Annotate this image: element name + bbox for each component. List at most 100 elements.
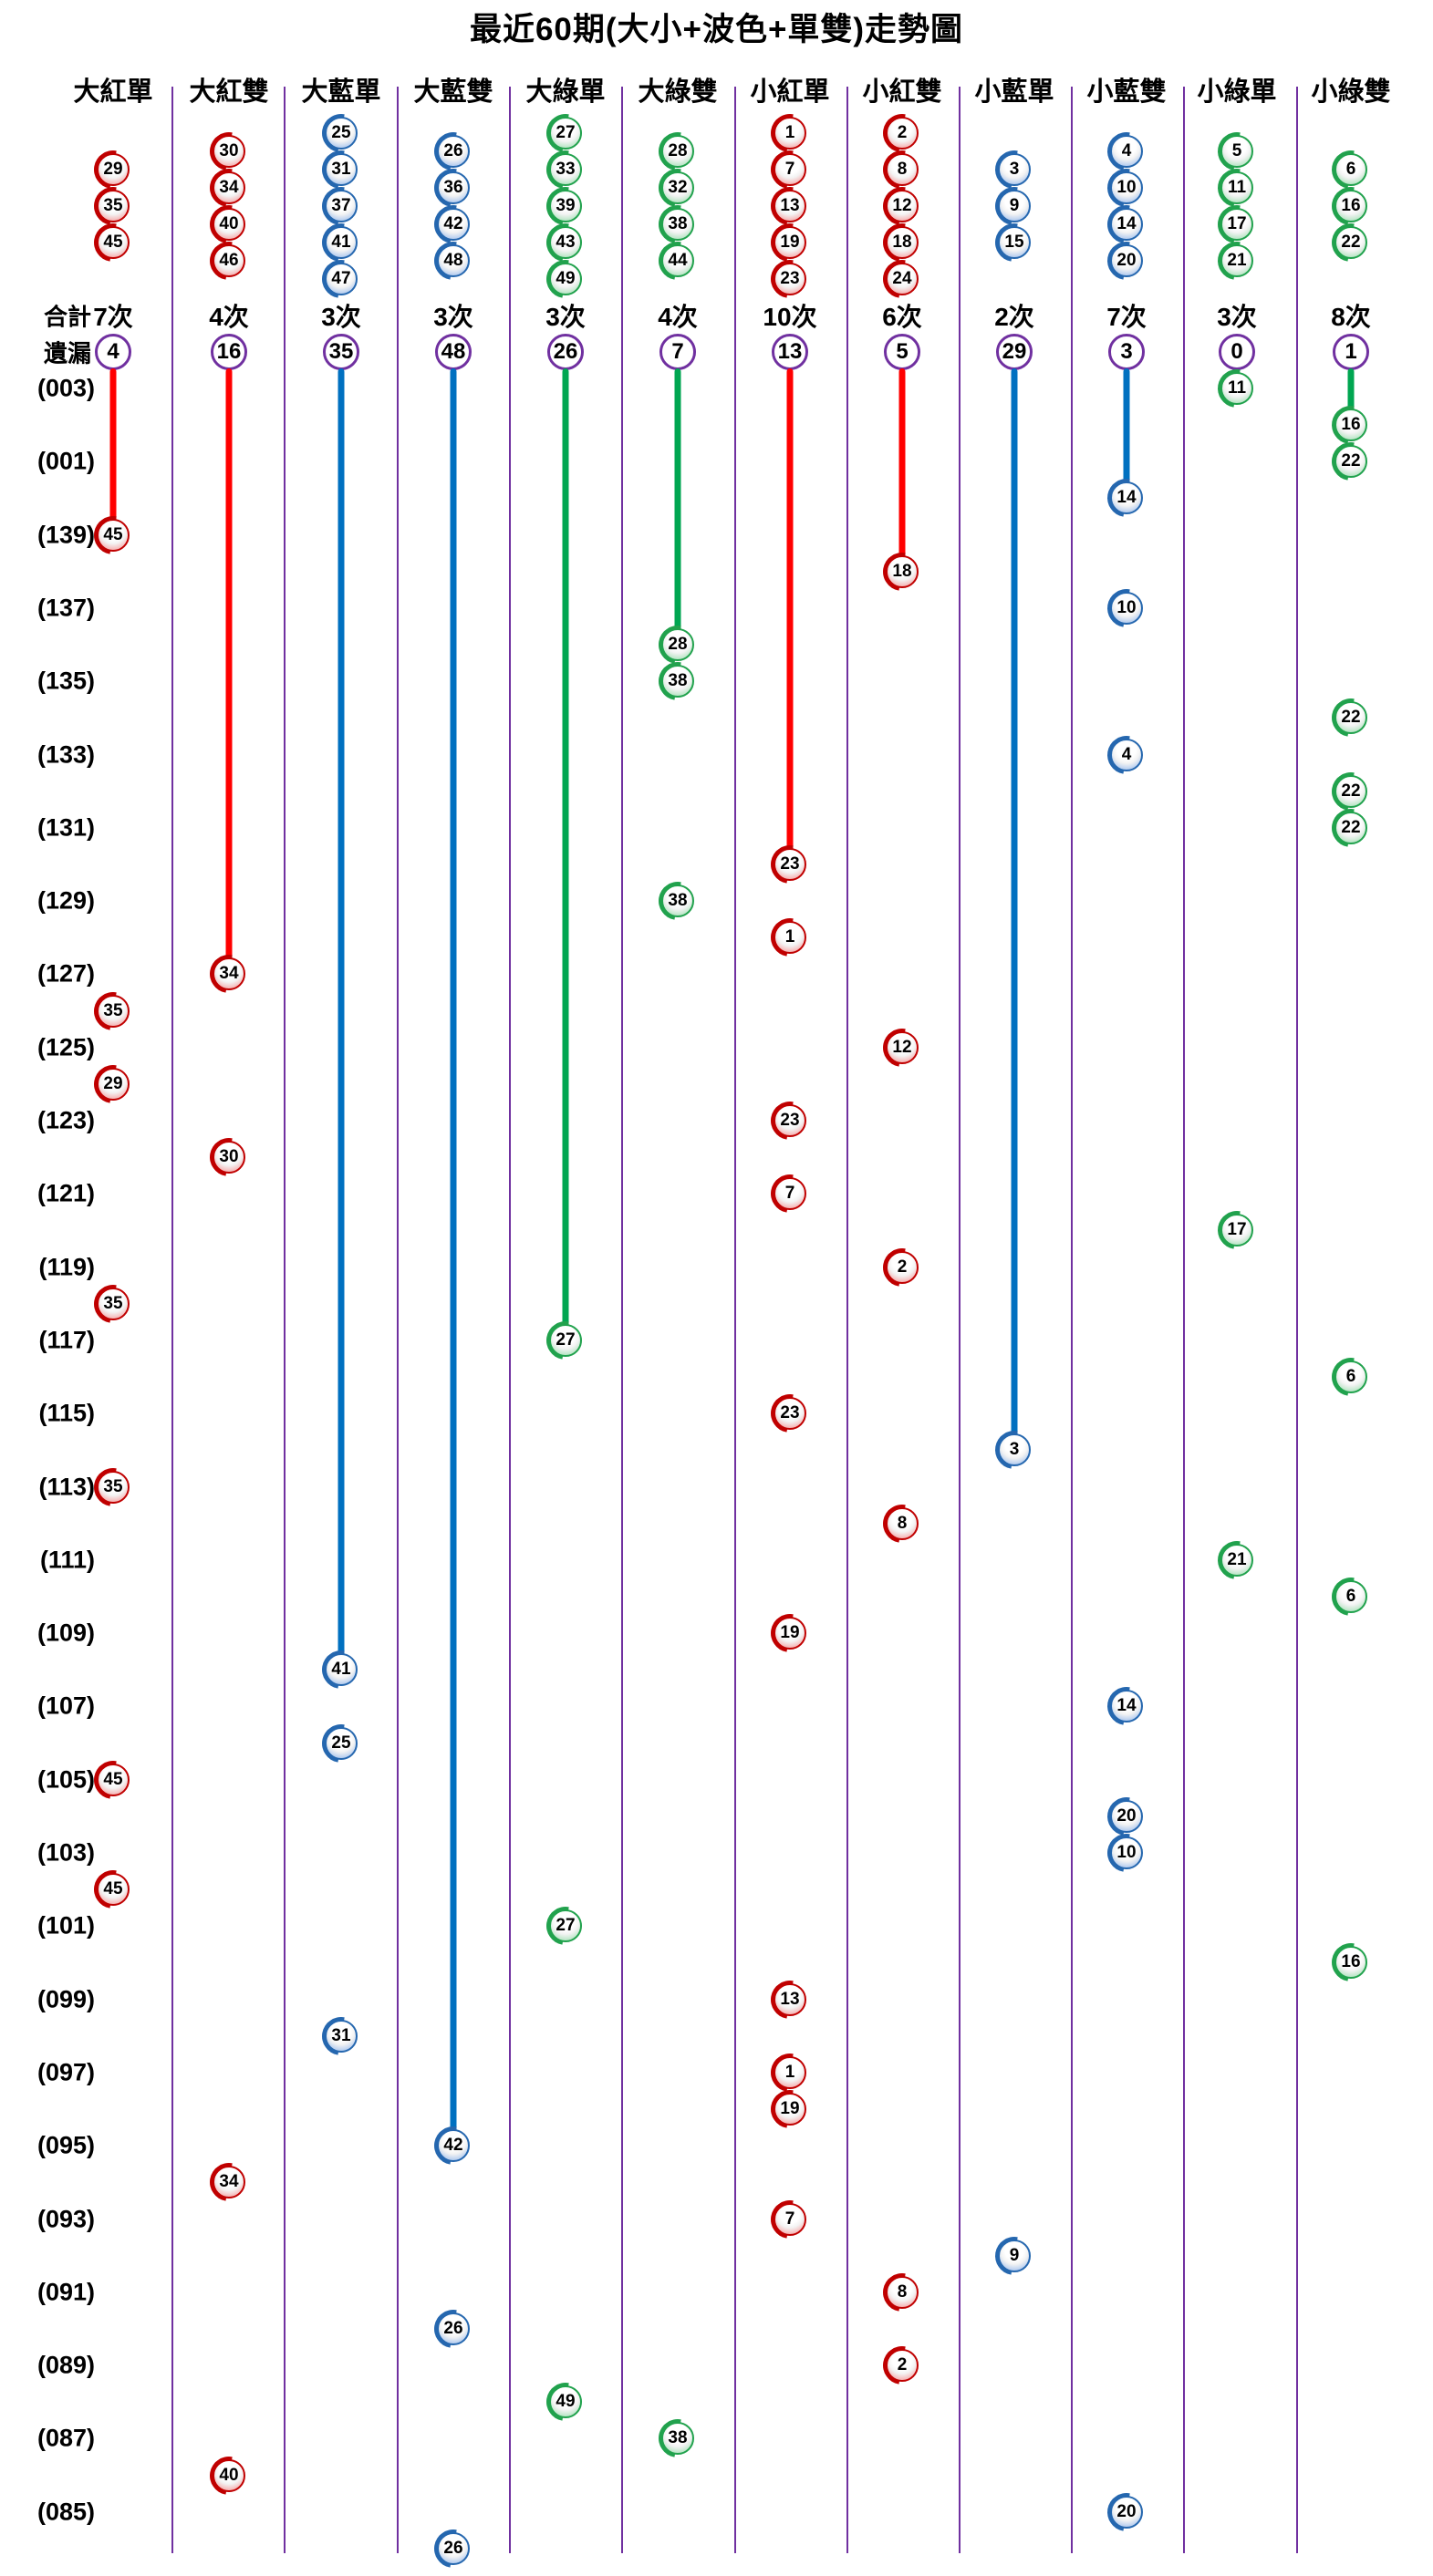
- top-ball: 30: [213, 135, 245, 168]
- column-header-green: 大綠單: [525, 78, 606, 107]
- draw-ball: 19: [774, 2093, 806, 2126]
- total-count: 3次: [321, 303, 361, 331]
- column-header-red: 小紅雙: [862, 78, 942, 107]
- top-ball: 32: [661, 171, 694, 204]
- top-ball: 7: [774, 153, 806, 186]
- draw-ball: 25: [325, 1726, 358, 1760]
- trend-line: [109, 368, 117, 522]
- top-ball: 43: [549, 226, 582, 259]
- draw-ball: 3: [998, 1433, 1031, 1467]
- row-label: (129): [36, 886, 95, 915]
- column-header-blue: 小藍單: [974, 78, 1054, 107]
- top-ball: 36: [437, 171, 470, 204]
- miss-count-circle: 48: [435, 334, 472, 370]
- draw-ball: 35: [97, 994, 130, 1028]
- miss-count-circle: 0: [1219, 334, 1255, 370]
- trend-line: [1123, 368, 1130, 486]
- draw-ball: 26: [437, 2312, 470, 2345]
- row-label: (001): [36, 447, 95, 475]
- column-header-green: 大綠雙: [638, 78, 718, 107]
- draw-ball: 14: [1110, 481, 1143, 515]
- top-ball: 16: [1334, 190, 1367, 222]
- top-ball: 17: [1220, 208, 1253, 241]
- trend-line: [450, 368, 457, 2134]
- column-separator: [509, 87, 511, 2553]
- draw-ball: 42: [437, 2129, 470, 2163]
- column-header-red: 大紅單: [73, 78, 153, 107]
- draw-ball: 35: [97, 1470, 130, 1504]
- row-label: (107): [36, 1691, 95, 1720]
- row-label: (113): [38, 1473, 95, 1500]
- draw-ball: 23: [774, 847, 806, 881]
- total-count: 7次: [1106, 303, 1147, 331]
- top-ball: 45: [97, 226, 130, 259]
- trend-line: [1347, 368, 1355, 413]
- top-ball: 25: [325, 117, 358, 150]
- draw-ball: 23: [774, 1104, 806, 1137]
- top-ball: 4: [1110, 135, 1143, 168]
- total-count: 2次: [994, 303, 1034, 331]
- top-ball: 20: [1110, 244, 1143, 277]
- draw-ball: 38: [661, 665, 694, 698]
- draw-ball: 18: [886, 554, 919, 588]
- column-separator: [734, 87, 736, 2553]
- draw-ball: 19: [774, 1617, 806, 1650]
- top-ball: 49: [549, 263, 582, 295]
- draw-ball: 9: [998, 2239, 1031, 2272]
- draw-ball: 12: [886, 1030, 919, 1064]
- draw-ball: 20: [1110, 2495, 1143, 2529]
- draw-ball: 31: [325, 2019, 358, 2053]
- top-ball: 42: [437, 208, 470, 241]
- row-label: (135): [36, 667, 95, 695]
- trend-line: [562, 368, 569, 1328]
- column-separator: [1296, 87, 1298, 2553]
- draw-ball: 28: [661, 628, 694, 662]
- column-separator: [1183, 87, 1185, 2553]
- draw-ball: 38: [661, 885, 694, 918]
- miss-count-circle: 26: [547, 334, 584, 370]
- row-label: (131): [36, 813, 95, 842]
- draw-ball: 14: [1110, 1690, 1143, 1723]
- column-header-red: 小紅單: [750, 78, 830, 107]
- draw-ball: 45: [97, 1873, 130, 1907]
- top-ball: 28: [661, 135, 694, 168]
- top-ball: 41: [325, 226, 358, 259]
- top-ball: 10: [1110, 171, 1143, 204]
- draw-ball: 7: [774, 2202, 806, 2236]
- draw-ball: 27: [549, 1909, 582, 1943]
- top-ball: 15: [998, 226, 1031, 259]
- top-ball: 40: [213, 208, 245, 241]
- draw-ball: 8: [886, 2275, 919, 2309]
- row-label: (099): [36, 1985, 95, 2013]
- top-ball: 48: [437, 244, 470, 277]
- draw-ball: 22: [1334, 811, 1367, 844]
- draw-ball: 10: [1110, 591, 1143, 625]
- draw-ball: 23: [774, 1397, 806, 1431]
- top-ball: 47: [325, 263, 358, 295]
- top-ball: 34: [213, 171, 245, 204]
- draw-ball: 49: [549, 2385, 582, 2419]
- top-ball: 14: [1110, 208, 1143, 241]
- draw-ball: 26: [437, 2531, 470, 2565]
- top-ball: 12: [886, 190, 919, 222]
- total-count: 3次: [545, 303, 586, 331]
- row-label: (085): [36, 2498, 95, 2526]
- draw-ball: 6: [1334, 1360, 1367, 1394]
- draw-ball: 11: [1220, 372, 1253, 405]
- top-ball: 2: [886, 117, 919, 150]
- top-ball: 23: [774, 263, 806, 295]
- draw-ball: 20: [1110, 1799, 1143, 1833]
- total-count: 8次: [1331, 303, 1371, 331]
- miss-count-circle: 4: [95, 334, 131, 370]
- row-label: (103): [36, 1838, 95, 1867]
- trend-line: [786, 368, 794, 852]
- miss-count-circle: 3: [1108, 334, 1145, 370]
- row-label: (101): [36, 1911, 95, 1940]
- top-ball: 22: [1334, 226, 1367, 259]
- top-ball: 46: [213, 244, 245, 277]
- top-ball: 24: [886, 263, 919, 295]
- column-header-green: 小綠雙: [1311, 78, 1391, 107]
- column-separator: [284, 87, 286, 2553]
- row-label: (121): [36, 1179, 95, 1207]
